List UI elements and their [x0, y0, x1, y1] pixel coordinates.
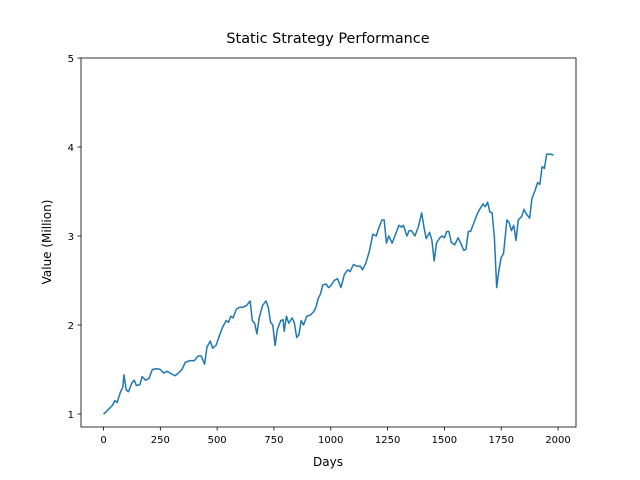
x-tick-label: 1250 — [375, 435, 400, 446]
x-tick-label: 2000 — [545, 435, 570, 446]
y-axis-label: Value (Million) — [40, 200, 54, 285]
data-line — [103, 153, 554, 415]
x-tick-label: 0 — [100, 435, 106, 446]
x-tick-label: 750 — [264, 435, 283, 446]
x-tick-label: 1750 — [489, 435, 514, 446]
x-tick-label: 500 — [208, 435, 227, 446]
x-tick-label: 1500 — [432, 435, 457, 446]
y-tick-label: 3 — [68, 232, 74, 243]
x-tick-label: 1000 — [318, 435, 343, 446]
y-tick-label: 4 — [68, 143, 74, 154]
chart-title: Static Strategy Performance — [226, 31, 429, 47]
x-tick-label: 250 — [151, 435, 170, 446]
y-tick-label: 5 — [68, 54, 74, 65]
y-tick-label: 2 — [68, 321, 74, 332]
x-axis-label: Days — [313, 455, 343, 469]
y-tick-label: 1 — [68, 410, 74, 421]
plot-frame — [80, 57, 577, 428]
